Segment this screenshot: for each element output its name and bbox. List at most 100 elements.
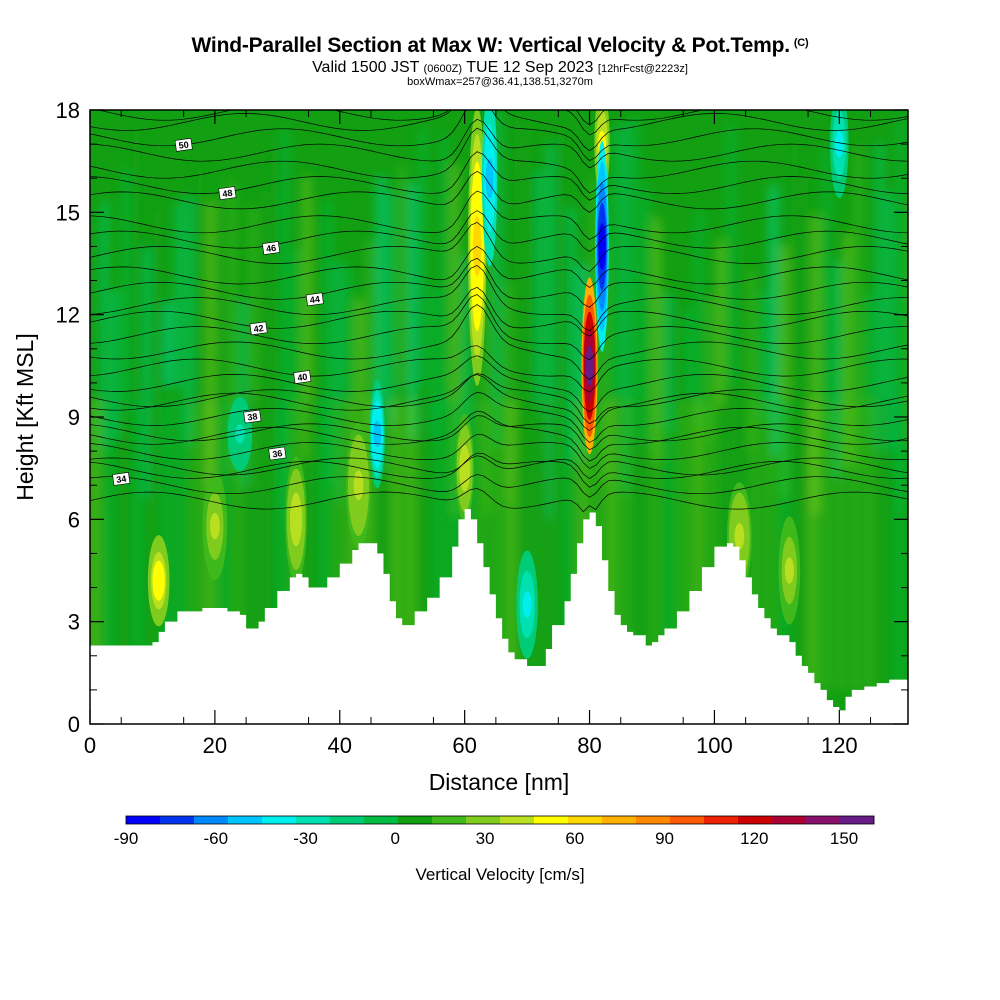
colorbar-tick-label: -30 xyxy=(293,829,318,848)
x-tick-label: 60 xyxy=(452,733,476,758)
field-streak-low xyxy=(190,399,200,690)
theta-contour xyxy=(90,373,908,425)
title-text: Wind-Parallel Section at Max W: Vertical… xyxy=(191,34,791,57)
theta-label-text: 52 xyxy=(459,90,470,101)
theta-label-box xyxy=(305,292,324,307)
theta-label-text: 50 xyxy=(178,139,189,150)
field-streak-low xyxy=(822,399,832,690)
field-streak xyxy=(206,201,215,488)
theta-contour xyxy=(96,110,908,136)
x-tick-label: 80 xyxy=(577,733,601,758)
theta-contour xyxy=(90,474,908,498)
colorbar-swatch xyxy=(704,816,739,824)
colorbar-swatch xyxy=(126,816,161,824)
theta-label: 48 xyxy=(218,186,237,201)
field-streak-low xyxy=(563,399,574,690)
field-streak xyxy=(185,195,194,445)
field-streak xyxy=(758,290,767,421)
colorbar-swatch xyxy=(330,816,365,824)
field-streak-low xyxy=(635,399,646,690)
field-streak-low xyxy=(549,399,559,690)
field-streak xyxy=(344,266,353,403)
field-streak xyxy=(397,164,406,389)
valid-utc: (0600Z) xyxy=(423,63,463,75)
field-streak xyxy=(217,177,226,499)
field-streak xyxy=(419,128,428,385)
field-streak-low xyxy=(607,399,617,690)
theta-label: 50 xyxy=(174,137,193,152)
terrain-mask xyxy=(90,509,908,724)
theta-contour xyxy=(90,127,908,194)
colorbar-swatch xyxy=(500,816,535,824)
downdraft-band xyxy=(485,158,494,199)
field-streak xyxy=(143,247,152,498)
theta-label-text: 42 xyxy=(253,323,264,334)
field-streak-low xyxy=(808,399,818,690)
theta-label-text: 46 xyxy=(265,243,276,254)
theta-label-text: 48 xyxy=(222,188,233,199)
updraft-band xyxy=(734,523,745,550)
theta-contour xyxy=(90,488,908,513)
colorbar-swatch xyxy=(772,816,807,824)
colorbar-tick-label: 90 xyxy=(655,829,674,848)
field-streak xyxy=(153,209,162,496)
field-streak xyxy=(833,261,842,478)
theta-label: 36 xyxy=(268,446,287,461)
colorbar-tick-label: 0 xyxy=(391,829,400,848)
field-streak xyxy=(461,254,470,425)
field-streak-low xyxy=(104,399,114,690)
box-info: boxWmax=257@36.41,138.51,3270m xyxy=(407,76,593,88)
colorbar-swatch xyxy=(670,816,705,824)
colorbar-swatch xyxy=(398,816,433,824)
field-streak-low xyxy=(678,399,689,690)
theta-contour xyxy=(90,221,908,272)
field-streak xyxy=(641,187,651,446)
field-texture xyxy=(90,114,908,690)
theta-label: 44 xyxy=(305,292,324,307)
x-tick-label: 20 xyxy=(203,733,227,758)
field-streak-low xyxy=(305,399,315,690)
field-streak-low xyxy=(377,399,387,690)
colorbar-tick-label: 60 xyxy=(565,829,584,848)
theta-label-text: 34 xyxy=(116,474,127,485)
field-streak xyxy=(886,192,895,450)
field-streak xyxy=(843,232,852,466)
field-streak-low xyxy=(133,399,143,690)
field-streak xyxy=(440,135,449,412)
field-streak-low xyxy=(721,399,732,690)
colorbar-tick-label: -90 xyxy=(114,829,139,848)
field-streak-low xyxy=(233,399,243,690)
field-streak-low xyxy=(765,399,775,690)
field-streak xyxy=(355,299,364,402)
theta-contour xyxy=(90,374,908,432)
field-streak-low xyxy=(506,399,516,690)
colorbar-swatch xyxy=(568,816,603,824)
field-streak xyxy=(164,302,173,387)
y-tick-label: 6 xyxy=(68,507,80,532)
colorbar-frame xyxy=(125,815,875,825)
y-tick-label: 12 xyxy=(56,303,80,328)
field-streak xyxy=(588,179,598,393)
downdraft-band xyxy=(522,591,532,618)
field-streak xyxy=(281,128,290,513)
field-streak xyxy=(769,185,778,456)
colorbar-swatch xyxy=(466,816,501,824)
colorbar-swatch xyxy=(738,816,773,824)
field-streak xyxy=(726,125,736,387)
field-streak xyxy=(822,147,831,430)
field-streak-low xyxy=(535,399,545,690)
field-streak xyxy=(652,218,661,462)
field-streak xyxy=(673,295,682,427)
theta-contour xyxy=(90,391,908,443)
theta-label-box xyxy=(243,409,262,424)
field-streak xyxy=(854,146,863,473)
theta-label-box xyxy=(456,89,473,102)
field-streak-low xyxy=(621,399,631,690)
colorbar-swatch xyxy=(262,816,297,824)
field-streak xyxy=(90,224,99,504)
field-streak-low xyxy=(492,399,502,690)
field-streak xyxy=(514,120,523,482)
downdraft-band xyxy=(234,424,245,444)
updraft-band xyxy=(353,470,364,501)
field-streak xyxy=(334,262,343,502)
